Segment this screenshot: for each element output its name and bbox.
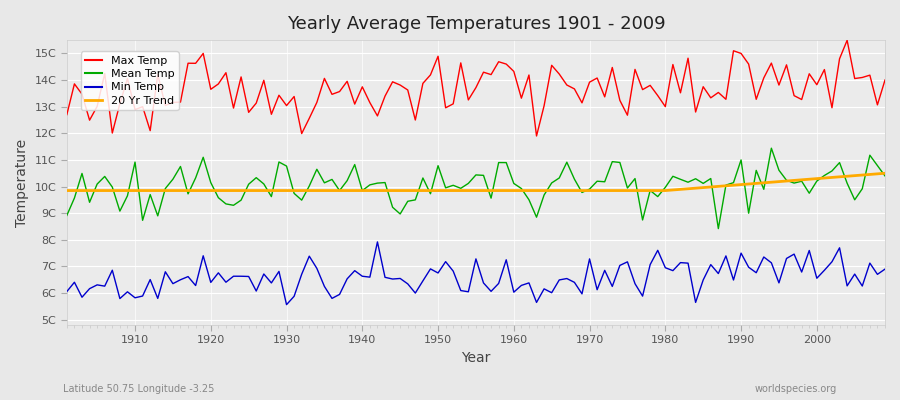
Text: Latitude 50.75 Longitude -3.25: Latitude 50.75 Longitude -3.25 <box>63 384 214 394</box>
X-axis label: Year: Year <box>461 351 491 365</box>
Legend: Max Temp, Mean Temp, Min Temp, 20 Yr Trend: Max Temp, Mean Temp, Min Temp, 20 Yr Tre… <box>81 51 179 110</box>
Title: Yearly Average Temperatures 1901 - 2009: Yearly Average Temperatures 1901 - 2009 <box>286 15 665 33</box>
Y-axis label: Temperature: Temperature <box>15 138 29 227</box>
Text: worldspecies.org: worldspecies.org <box>755 384 837 394</box>
